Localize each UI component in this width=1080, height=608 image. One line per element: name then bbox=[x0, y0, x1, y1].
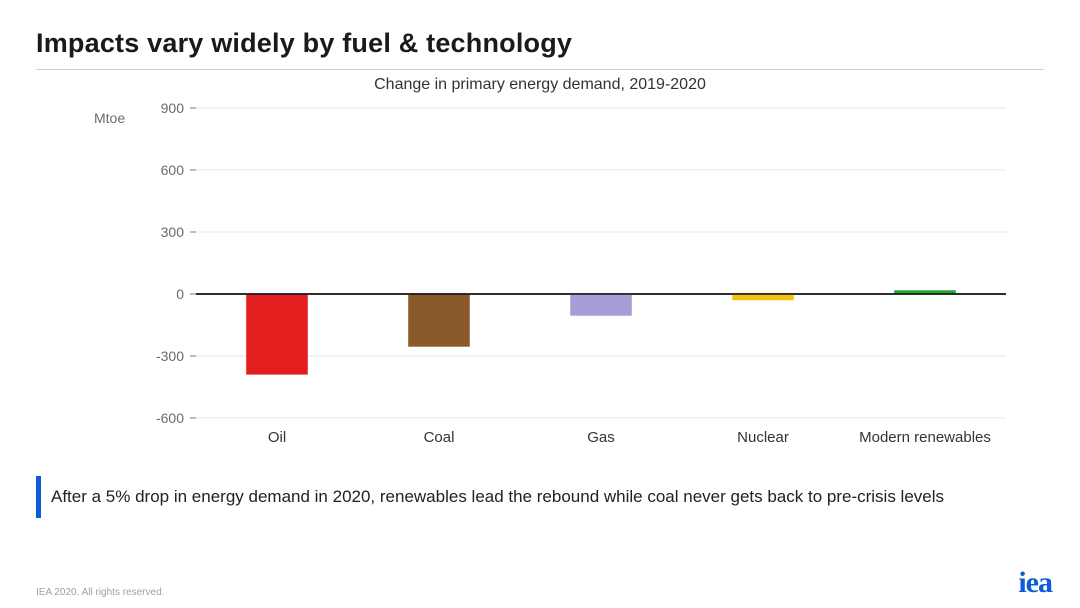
bar-oil bbox=[246, 294, 308, 375]
chart-container: Mtoe -600 -300 0 300 600 900 Oil Coal Gas Nuclear… bbox=[96, 98, 1036, 458]
iea-logo: iea bbox=[1018, 566, 1052, 600]
bar-chart: -600 -300 0 300 600 900 Oil Coal Gas Nuclear Moder… bbox=[96, 98, 1036, 458]
page-title: Impacts vary widely by fuel & technology bbox=[36, 28, 1044, 59]
y-tick-label: 300 bbox=[161, 224, 185, 240]
y-tick-label: 900 bbox=[161, 100, 185, 116]
chart-title: Change in primary energy demand, 2019-20… bbox=[36, 76, 1044, 94]
callout-text: After a 5% drop in energy demand in 2020… bbox=[51, 486, 944, 507]
bar-gas bbox=[570, 294, 632, 316]
callout: After a 5% drop in energy demand in 2020… bbox=[36, 476, 1044, 518]
category-label: Modern renewables bbox=[859, 429, 991, 446]
y-tick-label: 600 bbox=[161, 162, 185, 178]
bar-nuclear bbox=[732, 294, 794, 300]
callout-accent bbox=[36, 476, 41, 518]
y-axis-unit: Mtoe bbox=[94, 110, 125, 126]
category-label: Coal bbox=[424, 429, 455, 446]
category-label: Gas bbox=[587, 429, 615, 446]
bar-coal bbox=[408, 294, 470, 347]
y-tick-label: -300 bbox=[156, 348, 184, 364]
category-label: Oil bbox=[268, 429, 286, 446]
y-tick-label: -600 bbox=[156, 410, 184, 426]
y-tick-label: 0 bbox=[176, 286, 184, 302]
footer-text: IEA 2020. All rights reserved. bbox=[36, 587, 164, 598]
title-rule bbox=[36, 69, 1044, 70]
category-label: Nuclear bbox=[737, 429, 789, 446]
